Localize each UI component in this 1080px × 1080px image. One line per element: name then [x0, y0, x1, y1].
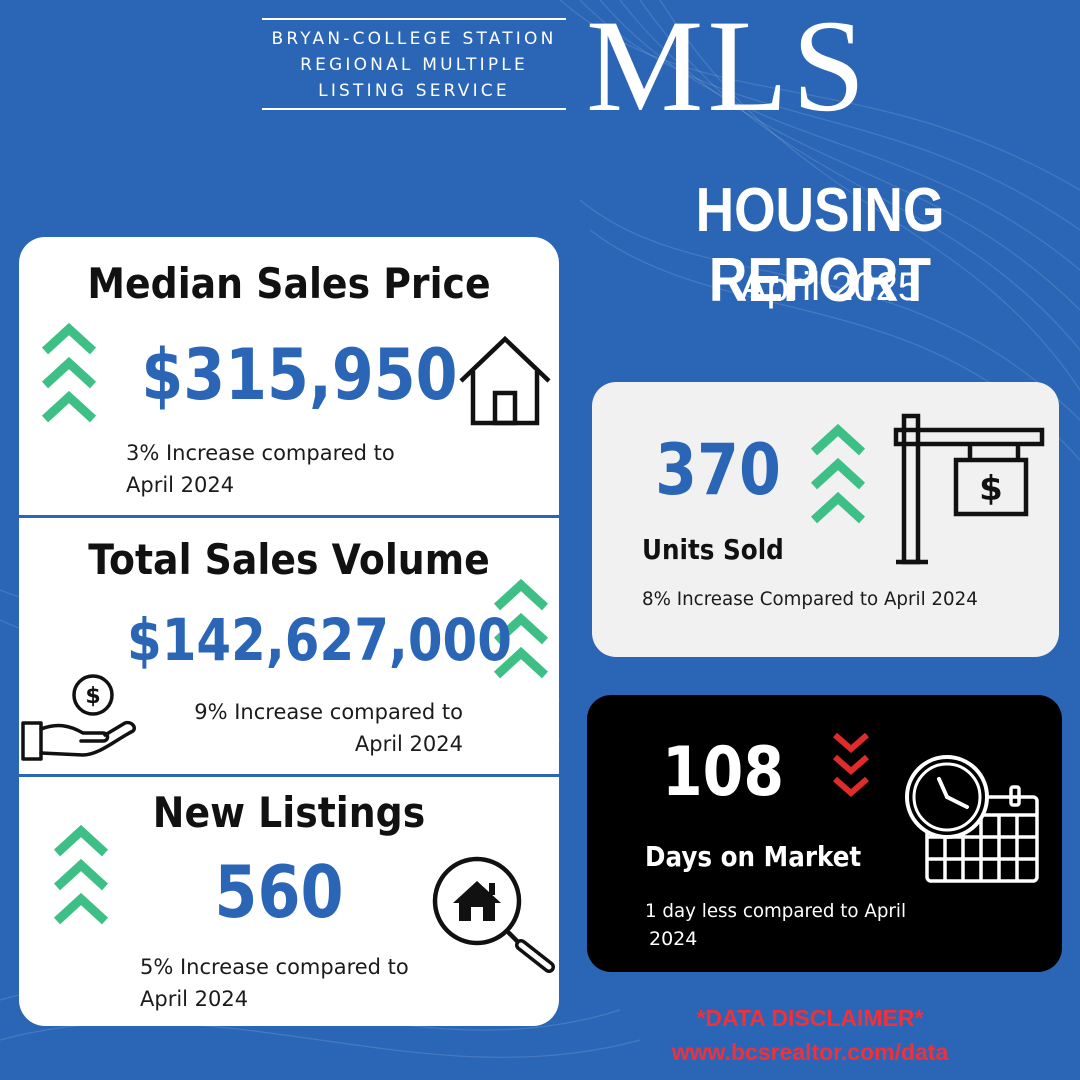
header-rule-bottom [262, 108, 566, 110]
decrease-chevrons-icon [833, 732, 869, 797]
increase-chevrons-icon [493, 578, 549, 679]
report-period: April 2025 [739, 265, 921, 309]
org-name-line-2: REGIONAL MULTIPLE [300, 55, 528, 75]
data-source-link[interactable]: www.bcsrealtor.com/data [671, 1039, 949, 1065]
median-price-note-line-2: April 2024 [126, 473, 235, 497]
units-sold-note: 8% Increase Compared to April 2024 [642, 588, 978, 610]
days-on-market-value: 108 [661, 733, 785, 812]
new-listings-heading: New Listings [152, 788, 426, 837]
new-listings-value: 560 [214, 850, 344, 934]
increase-chevrons-icon [810, 423, 866, 524]
median-price-value: $315,950 [141, 334, 458, 416]
units-sold-value: 370 [655, 429, 781, 511]
days-on-market-label: Days on Market [645, 840, 862, 873]
median-price-heading: Median Sales Price [87, 259, 491, 308]
days-on-market-note-line-1: 1 day less compared to April [645, 900, 907, 922]
report-title: HOUSING REPORT [695, 176, 945, 315]
house-search-icon [432, 856, 555, 973]
mls-logo: MLS [586, 0, 870, 139]
new-listings-note-line-1: 5% Increase compared to [140, 955, 409, 979]
metrics-card-left: Median Sales Price $315,950 3% Increase … [19, 237, 559, 1026]
days-on-market-card: 108 [587, 695, 1062, 972]
sign-dollar-symbol: $ [979, 469, 1003, 509]
for-sale-sign-icon: $ [893, 413, 1045, 565]
svg-text:$: $ [85, 684, 100, 709]
sales-volume-note-line-2: April 2024 [354, 732, 463, 756]
sales-volume-heading: Total Sales Volume [88, 535, 490, 584]
org-name-line-3: LISTING SERVICE [318, 81, 510, 101]
header-rule-top [262, 18, 566, 20]
section-divider [19, 515, 559, 518]
house-icon [459, 335, 551, 426]
increase-chevrons-icon [41, 322, 97, 423]
section-divider [19, 774, 559, 777]
sales-volume-note-line-1: 9% Increase compared to [194, 700, 463, 724]
new-listings-note-line-2: April 2024 [140, 987, 249, 1011]
sales-volume-value: $142,627,000 [127, 606, 512, 674]
org-name-line-1: BRYAN-COLLEGE STATION [271, 29, 557, 49]
days-on-market-note-line-2: 2024 [649, 928, 698, 950]
median-price-note-line-1: 3% Increase compared to [126, 441, 395, 465]
units-sold-card: 370 $ Units Sold 8% Increase Compared to… [592, 382, 1059, 657]
units-sold-label: Units Sold [642, 533, 784, 566]
money-hand-icon: $ [21, 674, 137, 761]
data-disclaimer: *DATA DISCLAIMER* [696, 1005, 924, 1031]
increase-chevrons-icon [53, 824, 109, 925]
clock-calendar-icon [905, 755, 1039, 883]
